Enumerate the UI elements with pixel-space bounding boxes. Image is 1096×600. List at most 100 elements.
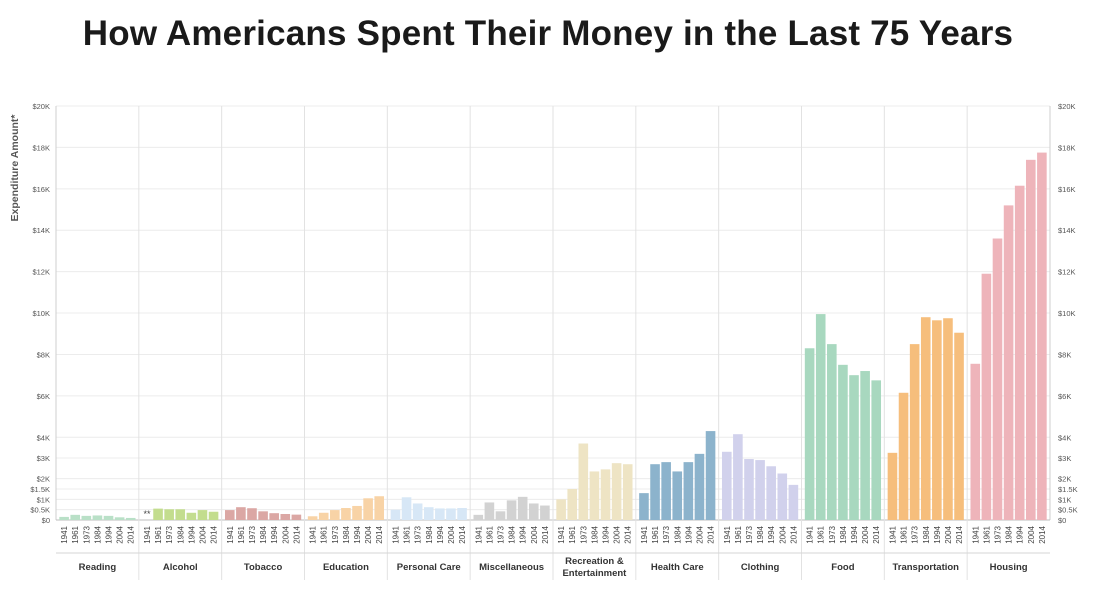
x-year-label: 1994 [187,525,196,543]
bar-clothing-1941 [721,451,732,520]
bar-transportation-1961 [898,392,909,520]
x-year-label: 2004 [695,525,704,543]
x-year-label: 1984 [1005,525,1014,543]
bar-health-care-1961 [650,464,660,520]
bar-food-1973 [827,344,837,520]
x-year-label: 1941 [806,525,815,543]
category-label: Miscellaneous [479,562,544,573]
y-tick-label-right: $1K [1058,495,1071,504]
x-year-label: 2004 [116,525,125,543]
x-year-label: 1984 [756,525,765,543]
bar-miscellaneous-2004 [528,503,539,520]
bar-transportation-1973 [909,344,920,520]
category-label: Tobacco [244,562,283,573]
x-year-label: 1973 [496,525,505,543]
y-tick-label-left: $1K [37,495,50,504]
bar-tobacco-1994 [269,513,279,520]
bar-personal-care-1961 [401,497,412,520]
x-year-label: 1961 [900,525,909,543]
x-year-label: 1961 [485,525,494,543]
bar-recreation-entertainment-1994 [600,469,611,520]
y-tick-label-right: $6K [1058,392,1071,401]
x-year-label: 1961 [154,525,163,543]
bar-clothing-1984 [755,460,765,520]
x-year-label: 1984 [839,525,848,543]
x-year-label: 2014 [375,525,384,543]
y-tick-label-right: $18K [1058,143,1076,152]
x-year-label: 1973 [82,525,91,543]
bar-recreation-entertainment-1973 [578,443,589,520]
category-label: Food [831,562,854,573]
y-tick-label-right: $8K [1058,350,1071,359]
bar-personal-care-2014 [457,508,467,520]
x-year-label: 2014 [707,525,716,543]
y-tick-label-right: $2K [1058,475,1071,484]
x-year-label: 1994 [270,525,279,543]
x-year-label: 1984 [93,525,102,543]
bar-tobacco-2004 [280,514,291,520]
bar-health-care-2004 [694,453,705,520]
x-year-label: 1994 [684,525,693,543]
y-tick-label-left: $4K [37,433,50,442]
x-year-label: 2014 [955,525,964,543]
bar-education-1984 [341,508,351,520]
x-year-label: 2004 [530,525,539,543]
category-label: Entertainment [562,568,627,579]
bar-housing-1994 [1014,185,1025,520]
x-year-label: 2014 [541,525,550,543]
x-year-label: 1984 [176,525,185,543]
missing-data-note: ** [143,509,151,519]
x-year-label: 1994 [519,525,528,543]
x-year-label: 1941 [888,525,897,543]
x-year-label: 1961 [568,525,577,543]
x-year-label: 2014 [127,525,136,543]
bar-housing-1941 [970,363,981,520]
x-year-label: 1973 [993,525,1002,543]
bar-miscellaneous-2014 [540,505,550,520]
x-year-label: 1973 [828,525,837,543]
x-year-label: 1994 [850,525,859,543]
y-tick-label-right: $0.5K [1058,506,1078,515]
x-year-label: 1973 [662,525,671,543]
bar-reading-1961 [70,514,81,520]
x-year-label: 1941 [557,525,566,543]
x-year-label: 1961 [320,525,329,543]
bar-reading-1994 [103,515,114,520]
bar-transportation-2004 [943,318,953,520]
x-year-label: 1994 [436,525,445,543]
x-year-label: 1984 [590,525,599,543]
x-year-label: 1973 [248,525,257,543]
category-label: Personal Care [397,562,461,573]
y-tick-label-left: $10K [32,309,50,318]
bar-alcohol-1994 [186,512,197,520]
x-year-label: 1941 [309,525,318,543]
bar-education-1973 [330,510,340,520]
category-label: Housing [990,562,1028,573]
bar-food-1994 [849,375,859,520]
bar-health-care-1994 [683,462,694,520]
x-year-label: 2004 [778,525,787,543]
x-year-label: 1994 [767,525,776,543]
category-label: Clothing [741,562,780,573]
x-year-label: 2014 [624,525,633,543]
x-year-label: 2014 [789,525,798,543]
bar-clothing-2004 [777,473,788,520]
bar-reading-2014 [125,517,136,520]
x-year-label: 1961 [982,525,991,543]
bar-education-1994 [352,505,362,520]
bar-housing-1961 [981,273,992,520]
x-year-label: 1973 [331,525,340,543]
bar-personal-care-1984 [423,507,434,520]
bar-transportation-1994 [932,320,942,520]
x-year-label: 1961 [651,525,660,543]
bar-miscellaneous-1984 [506,500,517,520]
bar-clothing-1994 [766,466,776,520]
category-label: Education [323,562,369,573]
x-year-label: 2014 [292,525,301,543]
bar-personal-care-2004 [446,508,456,520]
chart-title: How Americans Spent Their Money in the L… [82,14,1014,53]
bar-reading-1941 [59,516,69,520]
x-year-label: 1973 [911,525,920,543]
bar-personal-care-1994 [435,508,445,520]
bar-reading-1984 [92,515,103,520]
